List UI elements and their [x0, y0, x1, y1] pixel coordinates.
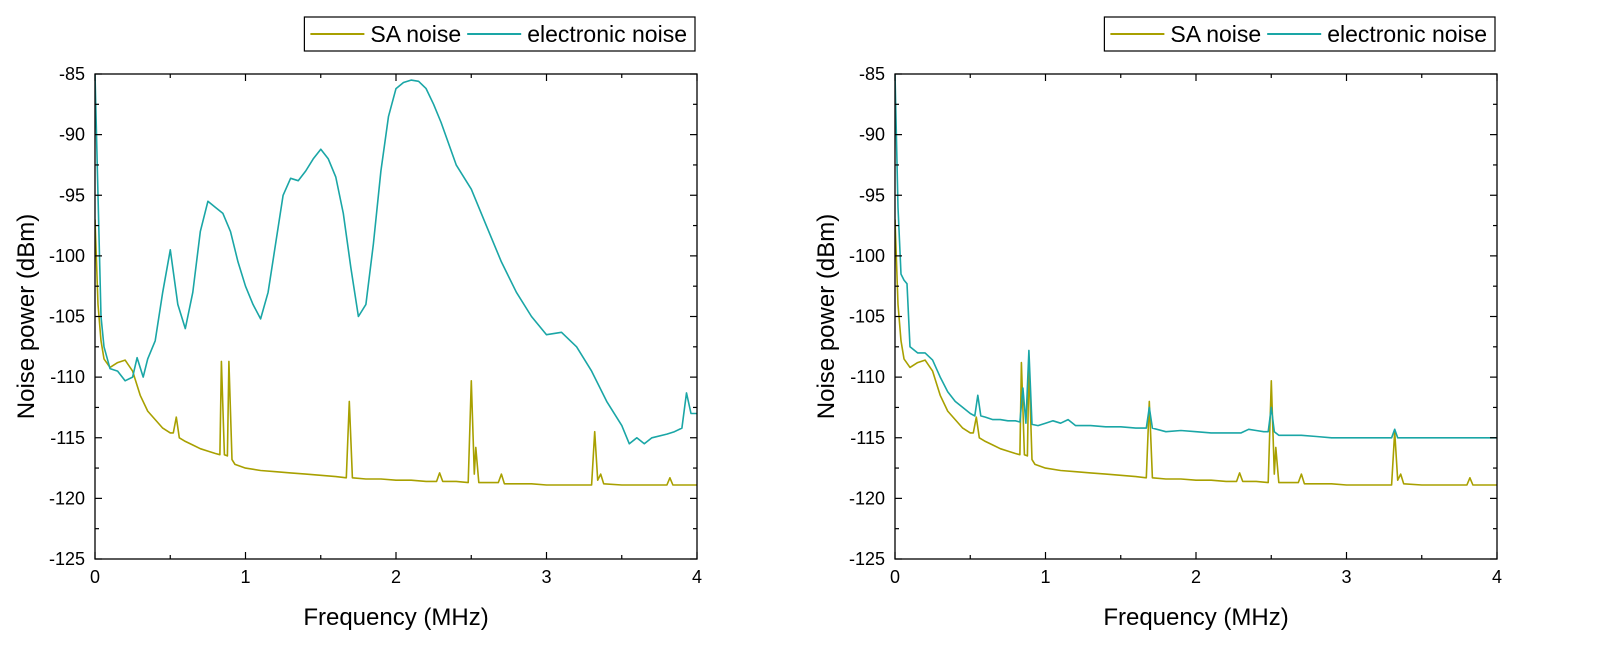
legend-label: SA noise: [1170, 21, 1261, 47]
left-chart-panel: 0 1 2 3 4 -85 -90 -95 -100 -105 -110 -115 -120 -125 Fr…: [0, 0, 800, 660]
x-tick-label: 4: [1492, 567, 1502, 587]
y-tick-label: -85: [59, 64, 85, 84]
x-axis-label: Frequency (MHz): [1103, 604, 1288, 631]
right-chart-panel: 0 1 2 3 4 -85 -90 -95 -100 -105 -110 -115 -120 -125 Fr…: [800, 0, 1600, 660]
right-noise-chart: 0 1 2 3 4 -85 -90 -95 -100 -105 -110 -115 -120 -125 Fr…: [813, 16, 1502, 631]
y-tick-label: -100: [849, 246, 885, 266]
y-tick-label: -95: [859, 185, 885, 205]
y-tick-label: -85: [859, 64, 885, 84]
x-tick-label: 0: [90, 567, 100, 587]
y-tick-label: -105: [849, 307, 885, 327]
y-tick-label: -115: [850, 428, 885, 448]
y-tick-label: -100: [49, 246, 85, 266]
x-tick-label: 0: [890, 567, 900, 587]
legend: SA noise electronic noise: [303, 16, 696, 52]
left-noise-chart: 0 1 2 3 4 -85 -90 -95 -100 -105 -110 -115 -120 -125 Fr…: [13, 16, 702, 631]
legend-label: electronic noise: [527, 21, 687, 47]
y-tick-label: -125: [49, 549, 85, 569]
y-tick-label: -120: [49, 488, 85, 508]
y-tick-label: -110: [850, 367, 885, 387]
plot-frame: [94, 73, 698, 560]
y-tick-label: -120: [849, 488, 885, 508]
x-axis-label: Frequency (MHz): [303, 604, 488, 631]
plot-frame: [894, 73, 1498, 560]
legend-label: SA noise: [370, 21, 461, 47]
x-tick-label: 4: [692, 567, 702, 587]
series-line-sa-noise: [95, 219, 697, 486]
plot-area: [95, 74, 697, 486]
x-tick-label: 3: [1341, 567, 1351, 587]
y-axis-label: Noise power (dBm): [13, 214, 40, 419]
y-tick-label: -90: [859, 125, 885, 145]
x-tick-label: 1: [1040, 567, 1050, 587]
y-tick-label: -110: [50, 367, 85, 387]
y-tick-label: -95: [59, 185, 85, 205]
legend-label: electronic noise: [1327, 21, 1487, 47]
series-line-electronic-noise: [895, 74, 1497, 439]
plot-area: [895, 74, 1497, 486]
x-tick-label: 1: [240, 567, 250, 587]
y-tick-label: -105: [49, 307, 85, 327]
y-tick-label: -125: [849, 549, 885, 569]
legend: SA noise electronic noise: [1103, 16, 1496, 52]
x-tick-label: 3: [541, 567, 551, 587]
series-line-electronic-noise: [95, 74, 697, 445]
y-tick-label: -90: [59, 125, 85, 145]
y-axis-label: Noise power (dBm): [813, 214, 840, 419]
x-tick-label: 2: [391, 567, 401, 587]
series-line-sa-noise: [895, 219, 1497, 486]
y-tick-label: -115: [50, 428, 85, 448]
x-tick-label: 2: [1191, 567, 1201, 587]
